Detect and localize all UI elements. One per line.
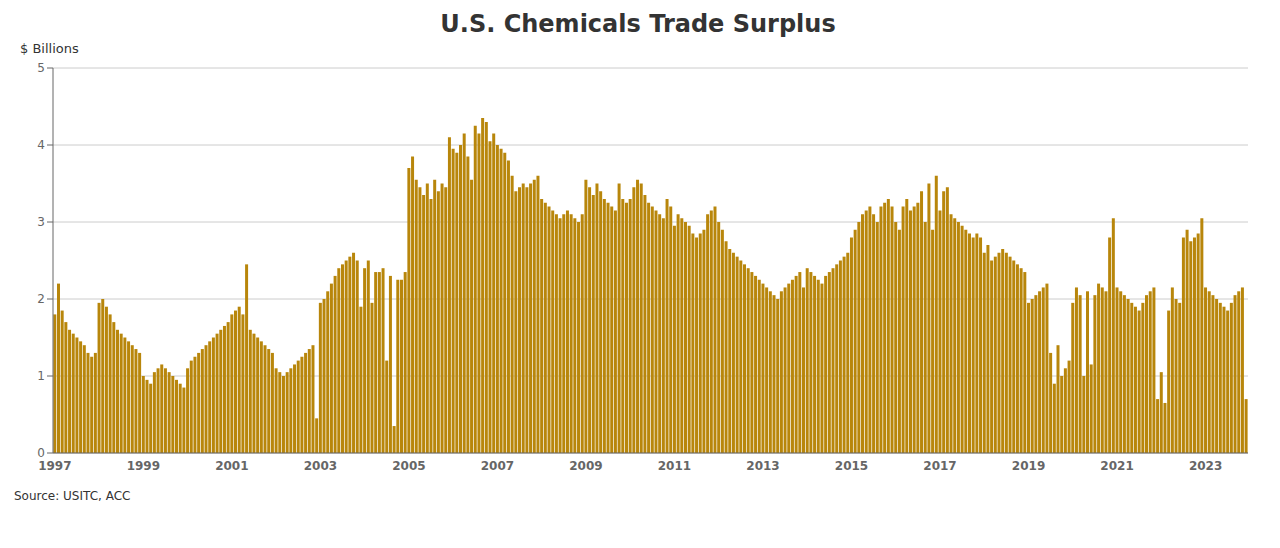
svg-text:2009: 2009 xyxy=(569,459,602,473)
svg-text:2: 2 xyxy=(37,292,45,306)
svg-text:2023: 2023 xyxy=(1189,459,1222,473)
html-text:Source: USITC, ACC: Source: USITC, ACC xyxy=(14,489,131,503)
svg-text:1999: 1999 xyxy=(127,459,160,473)
svg-text:2005: 2005 xyxy=(392,459,425,473)
svg-text:2013: 2013 xyxy=(746,459,779,473)
svg-text:2011: 2011 xyxy=(658,459,691,473)
svg-text:2015: 2015 xyxy=(835,459,868,473)
svg-text:2001: 2001 xyxy=(215,459,248,473)
svg-text:2019: 2019 xyxy=(1012,459,1045,473)
svg-text:0: 0 xyxy=(37,446,45,460)
svg-text:2007: 2007 xyxy=(481,459,514,473)
svg-text:2003: 2003 xyxy=(304,459,337,473)
svg-text:5: 5 xyxy=(37,61,45,75)
svg-text:2017: 2017 xyxy=(923,459,956,473)
svg-text:1997: 1997 xyxy=(38,459,71,473)
svg-text:1: 1 xyxy=(37,369,45,383)
svg-text:2021: 2021 xyxy=(1100,459,1133,473)
svg-text:4: 4 xyxy=(37,138,45,152)
svg-text:3: 3 xyxy=(37,215,45,229)
html-text:U.S. Chemicals Trade Surplus: U.S. Chemicals Trade Surplus xyxy=(440,10,836,38)
html-text:$ Billions: $ Billions xyxy=(20,41,79,56)
